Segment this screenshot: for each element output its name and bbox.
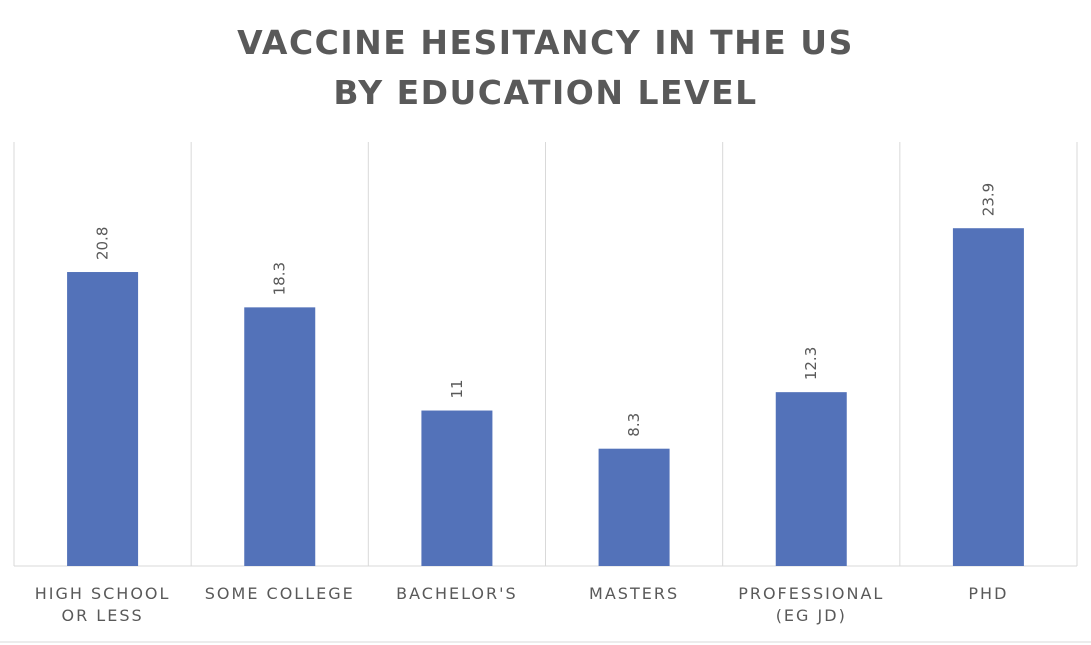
category-label-4-0: PROFESSIONAL	[738, 584, 884, 603]
data-label-2: 11	[448, 379, 466, 398]
data-label-3: 8.3	[625, 413, 643, 437]
bar-0	[67, 272, 139, 566]
bar-4	[775, 392, 847, 566]
chart-title-line-1: VACCINE HESITANCY IN THE US	[237, 23, 854, 62]
category-label-3-0: MASTERS	[589, 584, 679, 603]
category-label-0-0: HIGH SCHOOL	[35, 584, 171, 603]
bar-5	[952, 228, 1024, 567]
data-label-5: 23.9	[979, 183, 997, 216]
category-label-4-1: (EG JD)	[776, 606, 847, 625]
data-label-1: 18.3	[271, 262, 289, 295]
chart-title-line-2: BY EDUCATION LEVEL	[333, 73, 758, 112]
category-labels: HIGH SCHOOL OR LESS SOME COLLEGE BACHELOR'S…	[35, 584, 1008, 625]
chart-title: VACCINE HESITANCY IN THE US BY EDUCATION…	[0, 18, 1091, 118]
data-label-0: 20.8	[94, 227, 112, 260]
bar-2	[421, 410, 493, 566]
grid-lines	[0, 142, 1091, 643]
bar-3	[598, 448, 670, 566]
category-label-2-0: BACHELOR'S	[396, 584, 518, 603]
data-label-4: 12.3	[802, 347, 820, 380]
category-label-1-0: SOME COLLEGE	[205, 584, 355, 603]
data-labels: 20.8 18.3 11 8.3 12.3 23.9	[94, 183, 998, 437]
category-label-0-1: OR LESS	[62, 606, 144, 625]
category-label-5-0: PHD	[968, 584, 1008, 603]
bar-1	[244, 307, 316, 566]
bars	[67, 228, 1024, 567]
